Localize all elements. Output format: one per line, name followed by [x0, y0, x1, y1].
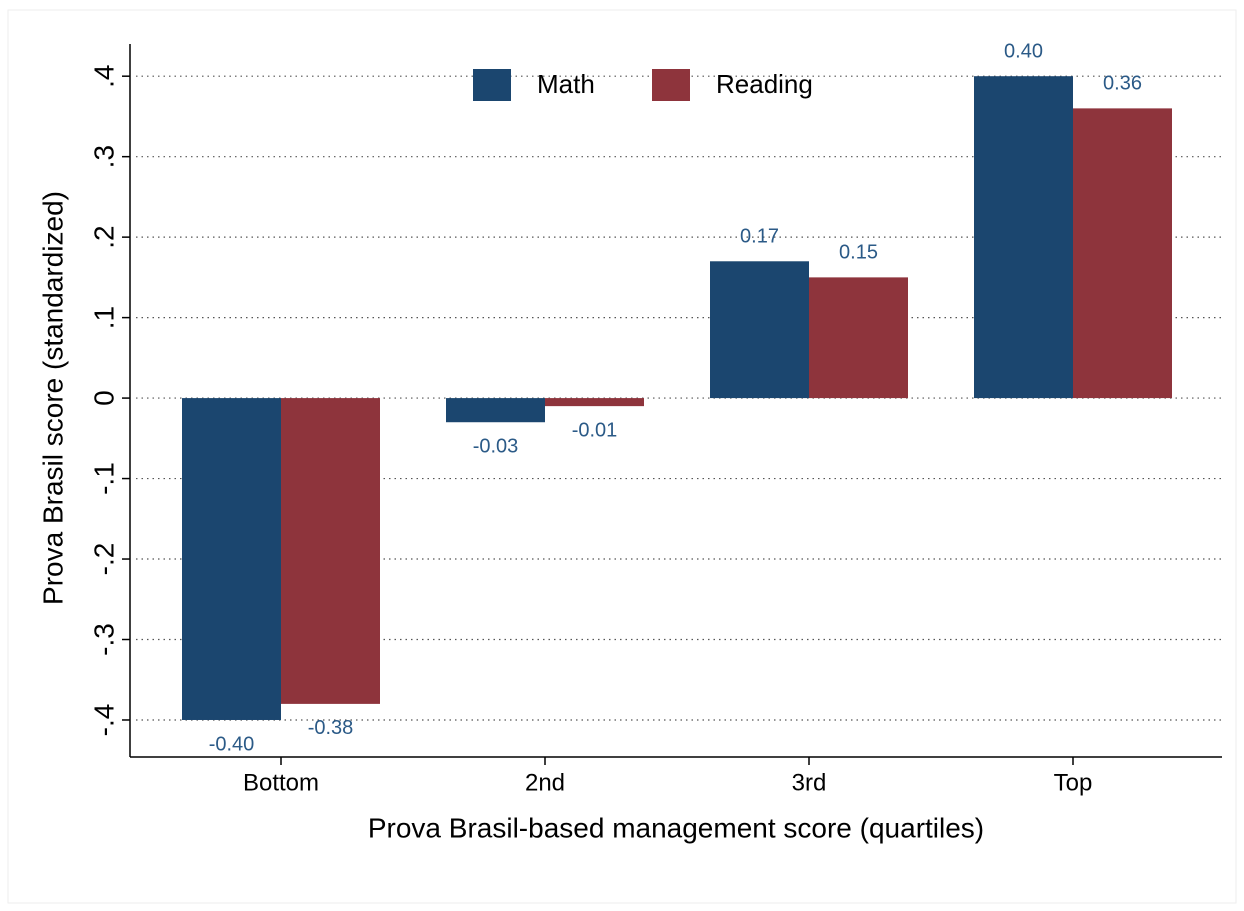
- legend-swatch: [652, 69, 690, 101]
- x-tick-label: Bottom: [243, 769, 319, 796]
- x-tick-label: 2nd: [525, 769, 565, 796]
- bar: [545, 398, 644, 407]
- y-tick-label: 0: [88, 390, 119, 406]
- legend-swatch: [473, 69, 511, 101]
- y-tick-label: -.3: [88, 623, 119, 656]
- y-tick-label: .4: [88, 65, 119, 88]
- x-tick-label: 3rd: [792, 769, 827, 796]
- value-label: -0.40: [209, 733, 255, 755]
- legend-label: Math: [537, 69, 595, 99]
- y-tick-label: .2: [88, 225, 119, 248]
- bar: [182, 398, 281, 720]
- value-label: 0.17: [740, 226, 779, 248]
- value-label: -0.01: [572, 419, 618, 441]
- y-tick-label: -.1: [88, 462, 119, 495]
- value-label: 0.40: [1004, 40, 1043, 62]
- bar: [809, 277, 908, 399]
- bar-layer: [182, 76, 1172, 720]
- bar: [974, 76, 1073, 399]
- y-tick-label: .1: [88, 306, 119, 329]
- bar: [446, 398, 545, 423]
- bar: [710, 261, 809, 399]
- value-label: -0.38: [308, 717, 354, 739]
- value-label: 0.36: [1103, 73, 1142, 95]
- y-tick-label: -.2: [88, 543, 119, 576]
- x-tick-label: Top: [1054, 769, 1093, 796]
- y-tick-label: -.4: [88, 704, 119, 737]
- bar: [281, 398, 380, 704]
- value-label: -0.03: [473, 436, 519, 458]
- bar: [1073, 108, 1172, 399]
- value-label: 0.15: [839, 242, 878, 264]
- y-axis-title: Prova Brasil score (standardized): [37, 191, 68, 605]
- legend-label: Reading: [716, 69, 813, 99]
- x-axis-title: Prova Brasil-based management score (qua…: [368, 812, 984, 843]
- y-tick-label: .3: [88, 145, 119, 168]
- legend: Math Reading: [473, 69, 813, 101]
